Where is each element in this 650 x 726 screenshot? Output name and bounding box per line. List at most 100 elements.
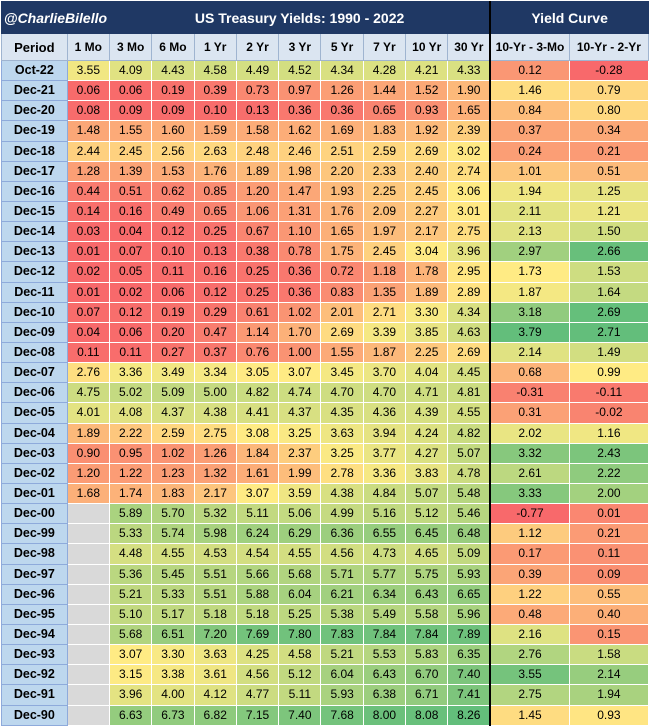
yield-cell-10-yr: 4.71: [405, 382, 449, 404]
yield-cell-3-yr: 5.12: [278, 664, 322, 686]
period-cell: Dec-08: [1, 341, 68, 364]
period-cell: Dec-06: [1, 382, 68, 404]
yield-cell-30-yr: 1.65: [447, 100, 491, 122]
yield-cell-6-mo: 1.23: [151, 462, 195, 484]
yield-cell-3-yr: 4.74: [278, 382, 322, 404]
yield-cell-5-yr: 4.34: [320, 59, 364, 82]
period-cell: Dec-17: [1, 160, 68, 182]
yield-cell-2-yr: 1.20: [235, 180, 280, 202]
period-cell: Dec-90: [1, 704, 68, 726]
yield-cell-6-mo: 1.53: [151, 160, 195, 182]
yield-cell-10-yr: 2.69: [405, 140, 449, 162]
yield-cell-1-yr: 0.37: [193, 341, 237, 364]
spread-cell-10-yr-3-mo: 1.73: [489, 261, 570, 283]
yield-cell-3-mo: 5.33: [108, 523, 153, 545]
spread-cell-10-yr-2-yr: 0.93: [568, 704, 650, 726]
spread-cell-10-yr-2-yr: 1.53: [568, 261, 650, 283]
yield-cell-3-yr: 3.07: [278, 362, 322, 384]
yield-cell-6-mo: 4.43: [151, 59, 195, 82]
yield-cell-6-mo: 6.51: [151, 623, 195, 646]
yield-cell-1-mo: 0.44: [66, 180, 110, 202]
spread-cell-10-yr-2-yr: 0.11: [568, 543, 650, 565]
table-row: Dec-06 4.75 5.02 5.09 5.00 4.82 4.74 4.70 4.70 4.…: [1, 382, 650, 404]
yield-cell-30-yr: 7.41: [447, 684, 491, 706]
spread-cell-10-yr-3-mo: 2.02: [489, 422, 570, 444]
yield-cell-1-yr: 0.25: [193, 221, 237, 243]
spread-cell-10-yr-2-yr: 2.22: [568, 462, 650, 484]
table-row: Dec-19 1.48 1.55 1.60 1.59 1.58 1.62 1.69 1.83 1.…: [1, 120, 650, 142]
spread-cell-10-yr-2-yr: -0.28: [568, 59, 650, 82]
table-row: Dec-20 0.08 0.09 0.09 0.10 0.13 0.36 0.36 0.65 0.…: [1, 100, 650, 122]
yield-cell-30-yr: 2.89: [447, 281, 491, 303]
spread-cell-10-yr-3-mo: 0.39: [489, 563, 570, 585]
spread-cell-10-yr-3-mo: 2.97: [489, 241, 570, 263]
yield-cell-3-yr: 4.55: [278, 543, 322, 565]
table-row: Dec-16 0.44 0.51 0.62 0.85 1.20 1.47 1.93 2.25 2.…: [1, 180, 650, 202]
yield-cell-5-yr: 2.69: [320, 321, 364, 343]
table-row: Dec-99 5.33 5.74 5.98 6.24 6.29 6.36 6.55 6.45 6.…: [1, 523, 650, 545]
spread-cell-10-yr-3-mo: 0.17: [489, 543, 570, 565]
period-cell: Dec-18: [1, 140, 68, 162]
yield-cell-30-yr: 3.02: [447, 140, 491, 162]
yield-cell-5-yr: 1.65: [320, 221, 364, 243]
yield-cell-3-mo: 1.74: [108, 482, 153, 505]
yield-cell-2-yr: 5.11: [235, 503, 280, 525]
spread-cell-10-yr-2-yr: 0.80: [568, 100, 650, 122]
yield-cell-3-mo: 5.10: [108, 603, 153, 625]
yield-cell-3-yr: 1.00: [278, 341, 322, 364]
yield-cell-30-yr: 2.69: [447, 341, 491, 364]
spread-cell-10-yr-3-mo: 3.18: [489, 301, 570, 323]
yield-cell-3-mo: 3.07: [108, 644, 153, 666]
period-cell: Dec-09: [1, 321, 68, 343]
yield-cell-7-yr: 3.77: [362, 442, 407, 464]
yield-cell-6-mo: 0.10: [151, 241, 195, 263]
missing-yield-cell: [66, 563, 110, 585]
yield-cell-3-yr: 0.78: [278, 241, 322, 263]
yield-cell-30-yr: 4.82: [447, 422, 491, 444]
yield-cell-3-yr: 5.11: [278, 684, 322, 706]
yield-cell-5-yr: 7.68: [320, 704, 364, 726]
spread-cell-10-yr-3-mo: 0.31: [489, 402, 570, 424]
spread-cell-10-yr-3-mo: 0.68: [489, 362, 570, 384]
table-row: Dec-15 0.14 0.16 0.49 0.65 1.06 1.31 1.76 2.09 2.…: [1, 200, 650, 223]
table-title: US Treasury Yields: 1990 - 2022: [108, 1, 491, 34]
spread-cell-10-yr-3-mo: 1.12: [489, 523, 570, 545]
table-row: Dec-13 0.01 0.07 0.10 0.13 0.38 0.78 1.75 2.45 3.…: [1, 241, 650, 263]
yield-cell-3-mo: 0.02: [108, 281, 153, 303]
yield-cell-7-yr: 2.71: [362, 301, 407, 323]
table-row: Dec-95 5.10 5.17 5.18 5.18 5.25 5.38 5.49 5.58 5.…: [1, 603, 650, 625]
yield-cell-3-mo: 3.36: [108, 362, 153, 384]
yield-cell-3-yr: 4.52: [278, 59, 322, 82]
yield-cell-1-yr: 6.82: [193, 704, 237, 726]
yield-cell-7-yr: 1.83: [362, 120, 407, 142]
spread-cell-10-yr-3-mo: 2.76: [489, 644, 570, 666]
table-row: Dec-92 3.15 3.38 3.61 4.56 5.12 6.04 6.43 6.70 7.…: [1, 664, 650, 686]
yield-cell-1-mo: 0.01: [66, 241, 110, 263]
yield-cell-3-mo: 1.22: [108, 462, 153, 484]
yield-cell-6-mo: 0.20: [151, 321, 195, 343]
yield-cell-6-mo: 5.45: [151, 563, 195, 585]
yield-cell-30-yr: 4.81: [447, 382, 491, 404]
yield-cell-10-yr: 5.75: [405, 563, 449, 585]
yield-cell-10-yr: 0.93: [405, 100, 449, 122]
yield-cell-10-yr: 4.39: [405, 402, 449, 424]
spread-cell-10-yr-2-yr: 2.14: [568, 664, 650, 686]
yield-cell-30-yr: 6.35: [447, 644, 491, 666]
yield-cell-1-yr: 5.32: [193, 503, 237, 525]
yield-cell-10-yr: 4.21: [405, 59, 449, 82]
yield-cell-5-yr: 3.25: [320, 442, 364, 464]
spread-cell-10-yr-3-mo: -0.31: [489, 382, 570, 404]
yield-cell-6-mo: 3.49: [151, 362, 195, 384]
yield-cell-3-mo: 4.08: [108, 402, 153, 424]
yield-cell-10-yr: 5.83: [405, 644, 449, 666]
yield-cell-10-yr: 3.04: [405, 241, 449, 263]
period-cell: Dec-94: [1, 623, 68, 646]
yield-cell-5-yr: 4.99: [320, 503, 364, 525]
yield-cell-10-yr: 6.45: [405, 523, 449, 545]
yield-cell-1-yr: 1.32: [193, 462, 237, 484]
table-row: Dec-02 1.20 1.22 1.23 1.32 1.61 1.99 2.78 3.36 3.…: [1, 462, 650, 484]
yield-cell-10-yr: 4.04: [405, 362, 449, 384]
yield-cell-1-mo: 0.08: [66, 100, 110, 122]
table-row: Dec-90 6.63 6.73 6.82 7.15 7.40 7.68 8.00 8.08 8.…: [1, 704, 650, 726]
